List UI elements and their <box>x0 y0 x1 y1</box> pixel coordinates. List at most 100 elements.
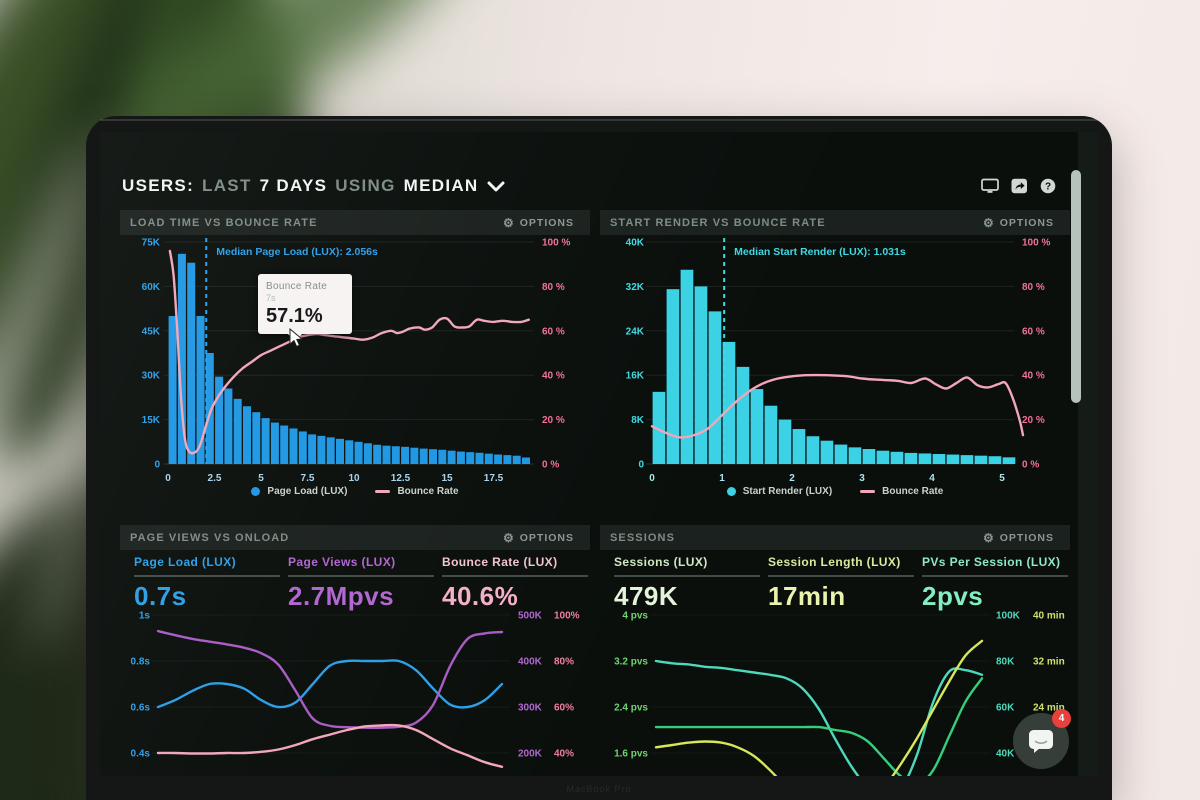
svg-text:20 %: 20 % <box>1022 415 1045 426</box>
dashboard-screen: USERS: LAST 7 DAYS USING MEDIAN ? LOAD TIME … <box>100 132 1098 776</box>
svg-text:17.5: 17.5 <box>484 473 504 484</box>
users-period-dropdown[interactable]: USERS: LAST 7 DAYS USING MEDIAN <box>122 176 505 196</box>
legend-item[interactable]: Bounce Rate <box>860 486 943 497</box>
metric-value: 479K <box>614 581 679 611</box>
svg-text:?: ? <box>1045 181 1051 192</box>
metric-underline <box>614 575 760 577</box>
title-part: 7 DAYS <box>259 176 328 195</box>
toolbar: ? <box>980 177 1058 195</box>
svg-text:16K: 16K <box>626 371 645 382</box>
svg-text:300K: 300K <box>518 703 543 714</box>
chat-widget-button[interactable]: 4 <box>1013 709 1071 769</box>
svg-text:Median Start Render (LUX): 1.0: Median Start Render (LUX): 1.031s <box>734 246 906 258</box>
metric-label: Page Views (LUX) <box>288 555 396 569</box>
options-button[interactable]: ⚙ OPTIONS <box>977 216 1060 230</box>
panel-page-views-vs-onload: PAGE VIEWS VS ONLOAD ⚙ OPTIONS Page Load… <box>120 525 590 776</box>
options-button[interactable]: ⚙ OPTIONS <box>497 531 580 545</box>
share-icon[interactable] <box>1009 177 1029 195</box>
svg-text:100K: 100K <box>996 611 1021 622</box>
chart-legend: Start Render (LUX) Bounce Rate <box>600 486 1070 497</box>
metric-label: Session Length (LUX) <box>768 555 901 569</box>
svg-text:0.6s: 0.6s <box>131 703 151 714</box>
svg-text:100 %: 100 % <box>1022 238 1050 249</box>
svg-text:0 %: 0 % <box>542 460 559 471</box>
svg-text:500K: 500K <box>518 611 543 622</box>
title-part: LAST <box>202 176 252 195</box>
metric-value: 40.6% <box>442 581 519 611</box>
metric-block: Page Load (LUX) 0.7s <box>134 555 280 612</box>
svg-text:32K: 32K <box>626 282 645 293</box>
bezel-brand-text: MacBook Pro <box>566 784 632 794</box>
panel-sessions: SESSIONS ⚙ OPTIONS Sessions (LUX) 479K Se… <box>600 525 1070 776</box>
options-button[interactable]: ⚙ OPTIONS <box>497 216 580 230</box>
svg-text:1s: 1s <box>139 611 151 622</box>
svg-text:60 %: 60 % <box>1022 326 1045 337</box>
legend-label: Start Render (LUX) <box>742 486 833 497</box>
metric-block: Session Length (LUX) 17min <box>768 555 914 612</box>
svg-text:15K: 15K <box>142 415 161 426</box>
metric-value: 17min <box>768 581 846 611</box>
svg-text:0: 0 <box>165 473 171 484</box>
help-icon[interactable]: ? <box>1038 177 1058 195</box>
legend-line-swatch <box>860 490 876 493</box>
svg-text:100%: 100% <box>554 611 580 622</box>
svg-text:12.5: 12.5 <box>391 473 411 484</box>
legend-label: Bounce Rate <box>882 486 944 497</box>
panel-title: START RENDER VS BOUNCE RATE <box>610 216 826 229</box>
metric-underline <box>288 575 434 577</box>
svg-text:30K: 30K <box>142 371 161 382</box>
tooltip-title: Bounce Rate <box>266 281 328 292</box>
chevron-down-icon <box>487 181 504 191</box>
panel-title: PAGE VIEWS VS ONLOAD <box>130 531 290 544</box>
legend-item[interactable]: Bounce Rate <box>375 486 459 497</box>
svg-text:80 %: 80 % <box>542 282 565 293</box>
load-time-vs-bounce-rate-chart[interactable]: 75K 100 % 60K 80 % 45K 60 % 30K 40 % 15K 20 % 0 0 %… <box>120 236 590 486</box>
svg-text:4 pvs: 4 pvs <box>622 611 648 622</box>
metric-value: 0.7s <box>134 581 187 611</box>
panel-title: SESSIONS <box>610 531 676 544</box>
tooltip-subtitle: 7s <box>266 293 276 303</box>
svg-text:60 %: 60 % <box>542 326 565 337</box>
svg-text:0.8s: 0.8s <box>131 657 151 668</box>
svg-text:24 min: 24 min <box>1033 703 1065 714</box>
laptop: USERS: LAST 7 DAYS USING MEDIAN ? LOAD TIME … <box>86 116 1112 800</box>
panel-title: LOAD TIME VS BOUNCE RATE <box>130 216 318 229</box>
page-views-vs-onload-chart[interactable]: 1s 500K 100% 0.8s 400K 80% 0.6s 300K 60% 0.4s 200K… <box>120 609 590 776</box>
options-button[interactable]: ⚙ OPTIONS <box>977 531 1060 545</box>
svg-text:Median Page Load (LUX): 2.056s: Median Page Load (LUX): 2.056s <box>216 246 378 258</box>
svg-text:15: 15 <box>441 473 453 484</box>
svg-text:0 %: 0 % <box>1022 460 1039 471</box>
legend-item[interactable]: Page Load (LUX) <box>251 486 347 497</box>
panel-header: LOAD TIME VS BOUNCE RATE ⚙ OPTIONS <box>120 210 590 235</box>
legend-item[interactable]: Start Render (LUX) <box>726 486 833 497</box>
panel-load-time-vs-bounce-rate: LOAD TIME VS BOUNCE RATE ⚙ OPTIONS 75K 10… <box>120 210 590 515</box>
gear-icon: ⚙ <box>502 215 515 230</box>
svg-text:0: 0 <box>649 473 655 484</box>
svg-text:4: 4 <box>929 473 935 484</box>
metric-underline <box>442 575 588 577</box>
svg-text:200K: 200K <box>518 749 543 760</box>
metric-underline <box>922 575 1068 577</box>
dashboard-titlebar: USERS: LAST 7 DAYS USING MEDIAN ? <box>122 172 1058 200</box>
chat-bubble-icon <box>1029 730 1053 753</box>
chat-unread-badge: 4 <box>1052 709 1071 728</box>
title-part: MEDIAN <box>403 176 479 195</box>
svg-text:32 min: 32 min <box>1033 657 1065 668</box>
metric-underline <box>768 575 914 577</box>
display-icon[interactable] <box>980 177 1000 195</box>
sessions-chart[interactable]: 4 pvs 100K 40 min 3.2 pvs 80K 32 min 2.4 pvs 60… <box>600 609 1070 776</box>
svg-text:80 %: 80 % <box>1022 282 1045 293</box>
legend-dot-swatch <box>726 487 736 496</box>
metric-label: PVs Per Session (LUX) <box>922 555 1061 569</box>
svg-text:5: 5 <box>999 473 1005 484</box>
metric-label: Bounce Rate (LUX) <box>442 555 558 569</box>
svg-text:80%: 80% <box>554 657 574 668</box>
chart-tooltip: Bounce Rate 7s 57.1% <box>258 274 352 341</box>
title-part: USERS: <box>122 176 195 195</box>
mouse-cursor-icon <box>289 328 304 348</box>
tooltip-value: 57.1% <box>266 305 323 327</box>
start-render-vs-bounce-rate-chart[interactable]: 40K 100 % 32K 80 % 24K 60 % 16K 40 % 8K 20 % 0 0 % M… <box>600 236 1070 486</box>
right-gutter <box>1078 132 1098 776</box>
scrollbar-thumb[interactable] <box>1071 170 1081 403</box>
legend-label: Bounce Rate <box>397 486 459 497</box>
